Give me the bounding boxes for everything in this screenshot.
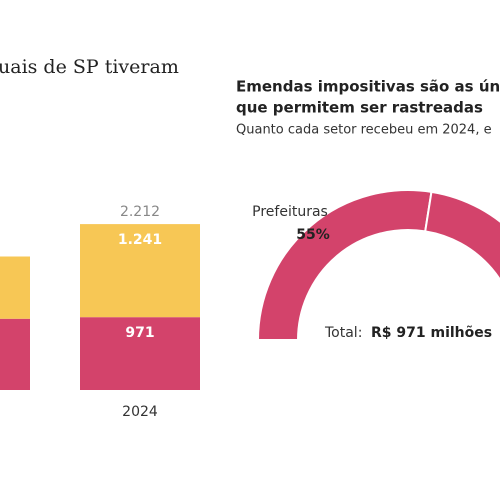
bar-segment — [0, 318, 30, 390]
total-label: Total: — [324, 325, 362, 341]
chart-title: uais de SP tiveram — [0, 56, 179, 78]
chart-subtitle: Quanto cada setor recebeu em 2024, e — [236, 123, 492, 138]
bar-segment — [0, 256, 30, 319]
x-tick-label: 2024 — [122, 404, 158, 420]
bar-segment — [80, 317, 200, 390]
value-label: 1.241 — [118, 232, 162, 248]
bar-segment — [80, 224, 200, 318]
segment-value: 55% — [296, 227, 330, 243]
chart-title: Emendas impositivas são as úni — [236, 78, 500, 96]
total-value: R$ 971 milhões — [371, 325, 492, 341]
donut-segment — [424, 190, 500, 282]
total-label: 2.212 — [120, 204, 160, 220]
chart-title: que permitem ser rastreadas — [236, 99, 483, 117]
value-label: 971 — [125, 325, 154, 341]
segment-label: Prefeituras — [252, 204, 328, 220]
